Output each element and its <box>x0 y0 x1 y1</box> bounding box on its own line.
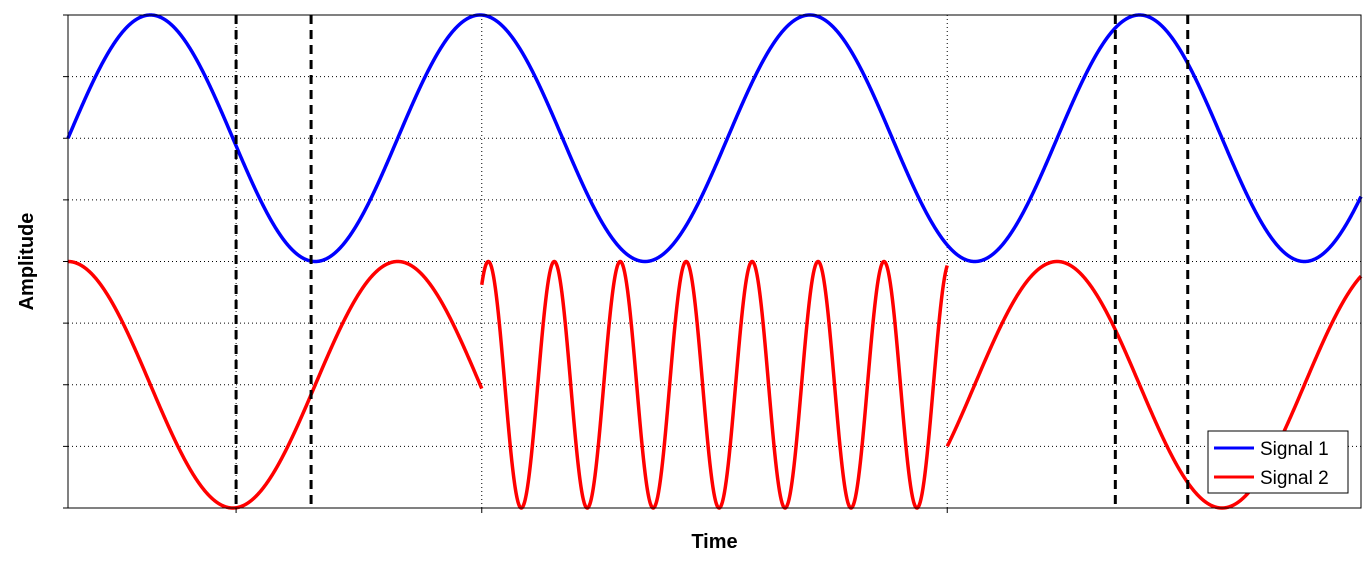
series-line-2 <box>66 259 484 510</box>
legend-label-signal-2: Signal 2 <box>1260 468 1329 489</box>
grid <box>68 15 1361 508</box>
axis-ticks <box>63 14 948 513</box>
vertical-markers <box>234 15 1190 508</box>
x-axis-label: Time <box>691 531 737 553</box>
plot-frame <box>67 14 1362 509</box>
legend-box <box>1207 430 1349 494</box>
series-line-1 <box>66 13 1363 264</box>
series-line-2 <box>945 259 1363 510</box>
series-lines <box>66 13 1363 510</box>
series-line-2 <box>480 259 949 510</box>
legend-label-signal-1: Signal 1 <box>1260 439 1329 460</box>
y-axis-label: Amplitude <box>16 213 38 311</box>
legend: Signal 1 Signal 2 <box>1207 430 1349 494</box>
